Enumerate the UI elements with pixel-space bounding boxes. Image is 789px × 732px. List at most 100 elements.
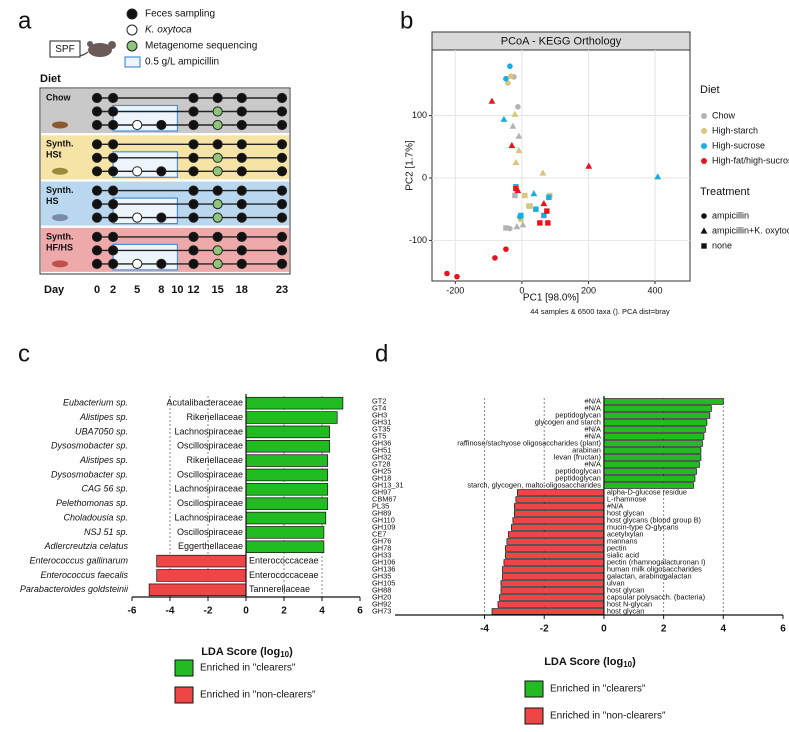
bar <box>148 583 247 597</box>
point <box>492 255 498 261</box>
timeline-dot <box>91 258 103 269</box>
y-axis-label: PC2 [1.7%] <box>405 140 416 191</box>
legend-dot <box>126 24 138 36</box>
timeline-dot <box>212 258 223 269</box>
point <box>585 162 593 169</box>
timeline-dot <box>107 199 119 210</box>
x-tick-label: 0 <box>243 606 249 617</box>
timeline-dot <box>276 166 288 177</box>
point <box>541 212 547 219</box>
bar-annotation: Oscillospiraceae <box>177 527 243 537</box>
bar <box>245 540 325 553</box>
point <box>503 246 509 252</box>
x-tick-label: -200 <box>446 285 464 295</box>
point <box>507 63 513 70</box>
timeline-dot <box>236 139 247 150</box>
bar <box>603 405 712 412</box>
bar <box>491 608 605 615</box>
x-axis-label-main: LDA Score (log <box>201 646 280 658</box>
category-label: Dysosmobacter sp. <box>51 441 128 451</box>
x-tick-label: 2 <box>281 606 287 617</box>
category-label: CBM67 <box>372 494 397 503</box>
panel-label: a <box>18 7 32 34</box>
legend-label: High-starch <box>712 125 758 135</box>
bar-annotation: capsular polysacch. (bacteria) <box>607 592 705 601</box>
timeline-dot <box>91 245 103 256</box>
timeline-dot <box>212 152 223 163</box>
category-label: GH106 <box>372 557 395 566</box>
timeline-dot <box>91 231 103 242</box>
day-tick-label: 23 <box>276 284 288 296</box>
bar-annotation: pectin <box>607 543 627 552</box>
bar <box>245 425 330 439</box>
point <box>515 104 521 110</box>
timeline-dot <box>236 258 247 269</box>
panel-label: b <box>400 7 413 34</box>
bar <box>603 433 705 440</box>
timeline-dot <box>276 231 288 242</box>
bar <box>245 396 344 410</box>
legend-marker <box>700 227 708 234</box>
x-axis-label: PC1 [98.0%] <box>523 293 579 304</box>
bar <box>245 440 330 453</box>
x-tick-label: -2 <box>540 624 549 635</box>
bar-annotation: galactan, arabinogalactan <box>607 571 692 580</box>
category-label: GH35 <box>372 571 391 580</box>
y-tick-label: 100 <box>412 110 427 120</box>
mouse-icon <box>52 214 68 222</box>
category-label: GT35 <box>372 424 390 433</box>
timeline-dot <box>236 212 247 223</box>
bar-annotation: Eggerthellaceae <box>178 541 243 551</box>
bar-annotation: ulvan <box>607 578 625 587</box>
timeline-dot <box>91 199 103 210</box>
bar <box>245 526 325 539</box>
category-label: GH25 <box>372 466 391 475</box>
timeline-dot <box>212 231 223 242</box>
bar-annotation: #N/A <box>607 501 624 510</box>
point <box>488 97 496 104</box>
bar-annotation: arabinan <box>572 445 601 454</box>
timeline-dot <box>91 106 103 117</box>
point <box>519 221 527 228</box>
legend-swatch <box>174 659 194 677</box>
timeline-dot <box>276 106 288 117</box>
bar-annotation: mannans <box>607 536 638 545</box>
category-label: GH109 <box>372 522 395 531</box>
point <box>509 122 517 129</box>
point <box>513 223 521 230</box>
legend-label: Enriched in "clearers" <box>200 663 296 674</box>
timeline-dot <box>188 92 199 104</box>
category-label: Eubacterium sp. <box>63 398 128 408</box>
legend-label: Enriched in "clearers" <box>550 684 646 695</box>
point <box>530 189 538 197</box>
bar-annotation: alpha-D-glucose residue <box>607 487 687 496</box>
bar <box>503 559 605 566</box>
bar <box>603 468 697 475</box>
timeline-dot <box>236 119 247 131</box>
bar <box>156 569 247 582</box>
legend-dot <box>701 143 707 149</box>
timeline-dot <box>107 166 119 177</box>
bar-annotation: #N/A <box>584 396 601 405</box>
bar-annotation: L-rhamnose <box>607 494 646 503</box>
panel-label: c <box>18 340 30 367</box>
bar-annotation: human milk oligosaccharides <box>607 564 702 573</box>
point <box>508 73 514 80</box>
timeline-dot <box>236 245 247 256</box>
legend-label: ampicillin <box>712 210 749 220</box>
timeline-dot <box>156 212 167 223</box>
bar-annotation: host N-glycan <box>607 599 652 608</box>
bar <box>506 538 605 545</box>
bar-annotation: sialic acid <box>607 550 639 559</box>
category-label: GH88 <box>372 585 391 594</box>
point <box>540 199 548 207</box>
diet-label: HSt <box>46 150 62 160</box>
point <box>503 75 509 82</box>
category-label: GH51 <box>372 445 391 454</box>
point <box>522 192 528 199</box>
legend-label: Metagenome sequencing <box>145 41 257 52</box>
legend-label: K. oxytoca <box>145 25 192 36</box>
timeline-dot <box>132 258 143 269</box>
ampicillin-box <box>112 151 179 178</box>
bar-annotation: Oscillospiraceae <box>177 469 243 479</box>
